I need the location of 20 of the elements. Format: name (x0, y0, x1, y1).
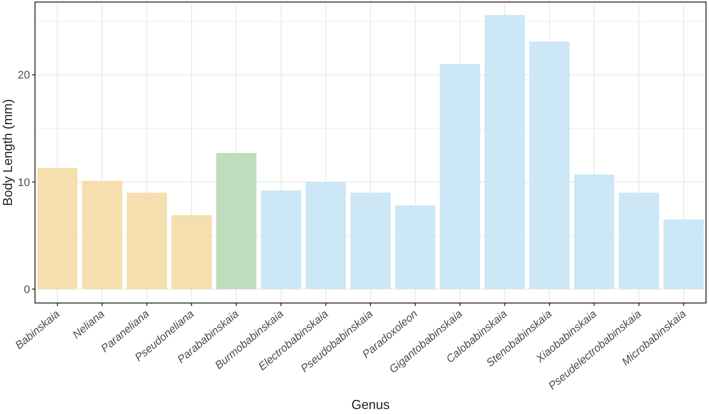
y-tick-label: 20 (18, 70, 30, 82)
bar (395, 206, 436, 290)
bar (126, 192, 167, 290)
bar (484, 14, 525, 290)
bar (216, 153, 256, 290)
bar (171, 215, 212, 290)
bar (618, 192, 660, 290)
x-axis-title: Genus (351, 397, 390, 412)
y-tick-label: 10 (18, 176, 30, 189)
bar (82, 180, 122, 290)
bar (664, 219, 704, 290)
bar (529, 42, 570, 290)
bar (37, 168, 78, 290)
y-tick-label: 0 (24, 284, 30, 296)
bar (306, 182, 346, 290)
bar (440, 64, 480, 290)
y-axis-title: Body Length (mm) (0, 99, 15, 206)
bar (350, 192, 391, 290)
bar (574, 174, 614, 290)
bar (260, 190, 302, 290)
